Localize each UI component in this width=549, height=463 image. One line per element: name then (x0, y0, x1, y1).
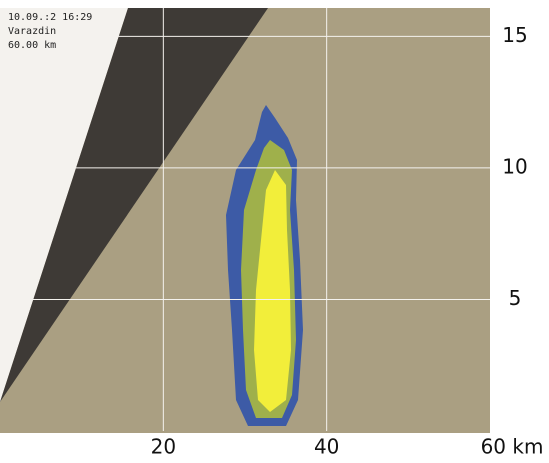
chart: 10.09.:2 16:29 Varazdin 60.00 km 20 40 60 … (0, 0, 549, 463)
x-tick-label: 40 (314, 435, 339, 459)
annotation: 10.09.:2 16:29 (8, 12, 92, 23)
y-tick-label: 10 (502, 154, 527, 178)
y-tick-label: 15 (502, 23, 527, 47)
y-tick-label: 5 (509, 286, 522, 310)
x-tick-label: 60 km (481, 435, 544, 459)
annotation: 60.00 km (8, 40, 56, 51)
annotation: Varazdin (8, 26, 56, 37)
x-tick-label: 20 (151, 435, 176, 459)
